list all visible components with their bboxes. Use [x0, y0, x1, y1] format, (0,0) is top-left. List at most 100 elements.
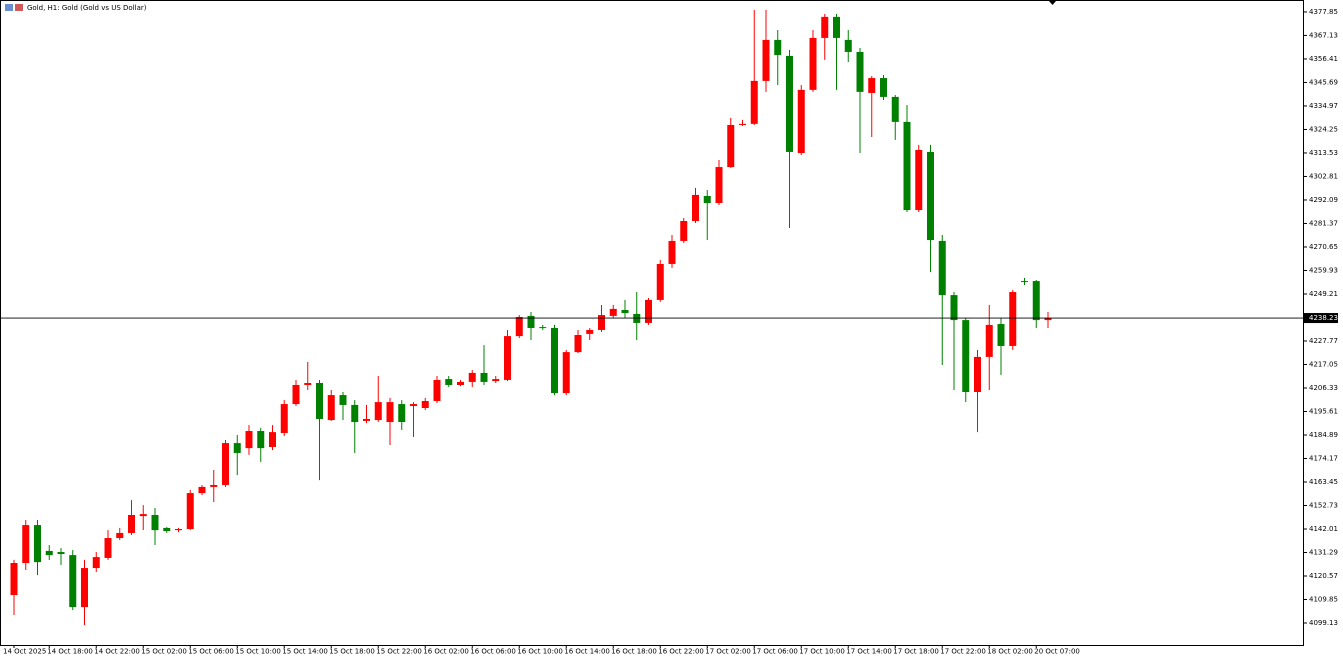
- candle-body: [515, 317, 523, 337]
- candle-body: [997, 324, 1005, 346]
- candle-body: [750, 80, 758, 124]
- x-tick-label: 15 Oct 02:00: [141, 648, 187, 656]
- plot-frame: [0, 0, 1304, 646]
- chart-icon: [5, 4, 13, 11]
- candle-body: [10, 563, 18, 596]
- x-tick-label: 16 Oct 06:00: [470, 648, 516, 656]
- candle-body: [668, 240, 676, 264]
- y-tick-label: 4227.77: [1309, 337, 1338, 345]
- y-tick-label: 4377.85: [1309, 8, 1338, 16]
- candle-body: [304, 383, 312, 385]
- candle-body: [92, 557, 100, 569]
- candle-body: [727, 124, 735, 168]
- x-tick-label: 15 Oct 06:00: [188, 648, 234, 656]
- candle-body: [257, 431, 265, 449]
- candle-body: [574, 334, 582, 353]
- x-tick-label: 20 Oct 07:00: [1034, 648, 1080, 656]
- candle-body: [586, 329, 594, 334]
- candle-body: [703, 195, 711, 204]
- candle-body: [551, 327, 558, 394]
- x-tick-label: 17 Oct 06:00: [752, 648, 798, 656]
- candle-body: [327, 395, 335, 421]
- x-tick-label: 17 Oct 18:00: [893, 648, 939, 656]
- candle-body: [974, 356, 981, 392]
- candle-body: [433, 379, 441, 401]
- x-tick-label: 15 Oct 18:00: [329, 648, 375, 656]
- candle-body: [1032, 281, 1040, 321]
- shift-marker: [1049, 1, 1056, 5]
- candle-body: [22, 525, 30, 564]
- candle-body: [1044, 318, 1052, 321]
- candle-body: [797, 89, 805, 154]
- last-price-label: 4238.23: [1309, 314, 1338, 322]
- candle-body: [468, 372, 476, 382]
- candle-body: [116, 532, 124, 539]
- y-tick-label: 4195.61: [1309, 407, 1338, 415]
- candle-body: [175, 529, 182, 531]
- candle-body: [45, 550, 53, 556]
- x-tick-label: 17 Oct 02:00: [705, 648, 751, 656]
- y-tick-label: 4292.09: [1309, 196, 1338, 204]
- y-tick-label: 4259.93: [1309, 266, 1338, 274]
- candle-body: [104, 538, 112, 558]
- candle-body: [692, 194, 699, 221]
- candle-body: [69, 555, 77, 608]
- candle-body: [774, 39, 782, 56]
- candle-body: [809, 37, 817, 90]
- candle-body: [151, 514, 159, 531]
- candle-body: [386, 402, 394, 423]
- candle-body: [351, 404, 359, 423]
- y-tick-label: 4174.17: [1309, 454, 1338, 462]
- candle-body: [868, 78, 876, 93]
- y-tick-label: 4142.01: [1309, 525, 1338, 533]
- candle-body: [421, 400, 429, 409]
- candle-body: [245, 431, 253, 449]
- candle-body: [1009, 292, 1017, 346]
- candle-body: [139, 514, 147, 517]
- y-tick-label: 4313.53: [1309, 149, 1338, 157]
- candle-body: [786, 55, 793, 152]
- x-tick-label: 18 Oct 02:00: [987, 648, 1033, 656]
- candle-body: [927, 151, 934, 241]
- x-tick-label: 17 Oct 22:00: [940, 648, 986, 656]
- y-tick-label: 4356.41: [1309, 55, 1338, 63]
- candle-body: [609, 308, 617, 316]
- candle-body: [985, 324, 993, 357]
- chart-icon: [15, 4, 23, 11]
- y-tick-label: 4281.37: [1309, 219, 1338, 227]
- candle-body: [621, 310, 629, 314]
- candle-body: [457, 381, 464, 385]
- chart-title: Gold, H1: Gold (Gold vs US Dollar): [27, 4, 147, 12]
- y-tick-label: 4163.45: [1309, 478, 1338, 486]
- x-tick-label: 16 Oct 02:00: [423, 648, 469, 656]
- candle-body: [762, 39, 770, 81]
- candle-body: [222, 443, 229, 485]
- y-tick-label: 4217.05: [1309, 360, 1338, 368]
- y-tick-label: 4099.13: [1309, 619, 1338, 627]
- candle-body: [938, 240, 946, 296]
- candle-body: [562, 352, 570, 394]
- y-tick-label: 4345.69: [1309, 78, 1338, 86]
- candle-body: [480, 372, 488, 382]
- candle-body: [844, 39, 852, 52]
- candle-body: [645, 299, 652, 323]
- candle-body: [856, 51, 864, 92]
- x-tick-label: 15 Oct 14:00: [282, 648, 328, 656]
- y-tick-label: 4206.33: [1309, 384, 1338, 392]
- candle-body: [656, 263, 664, 300]
- candle-body: [915, 149, 923, 211]
- candle-body: [880, 78, 887, 97]
- y-tick-label: 4184.89: [1309, 431, 1338, 439]
- y-tick-label: 4109.85: [1309, 596, 1338, 604]
- last-price-box: [1304, 313, 1338, 324]
- x-tick-label: 16 Oct 18:00: [611, 648, 657, 656]
- candle-body: [715, 167, 723, 204]
- candle-body: [410, 404, 417, 407]
- candle-body: [739, 123, 746, 125]
- candle-body: [186, 493, 194, 530]
- candle-body: [34, 525, 41, 563]
- candle-body: [891, 96, 899, 122]
- x-tick-label: 14 Oct 18:00: [47, 648, 93, 656]
- x-tick-label: 14 Oct 2025: [3, 648, 46, 656]
